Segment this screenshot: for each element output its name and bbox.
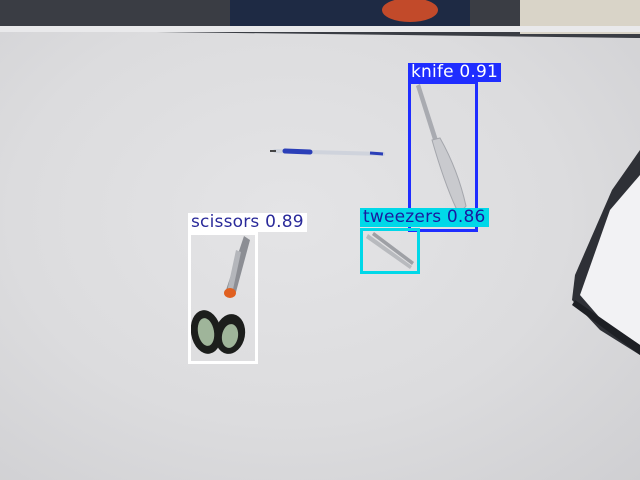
scissors-object [190,236,250,354]
tweezers-bounding-box [360,228,420,274]
knife-bounding-box [408,81,478,232]
laptop-object [572,150,640,355]
tweezers-object [366,232,414,269]
orange-object [382,0,438,22]
scissors-bounding-box [188,232,258,364]
scissors-detection-label: scissors 0.89 [188,213,307,232]
tweezers-detection-label: tweezers 0.86 [360,208,489,227]
knife-detection-label: knife 0.91 [408,63,502,82]
pen [270,148,385,156]
